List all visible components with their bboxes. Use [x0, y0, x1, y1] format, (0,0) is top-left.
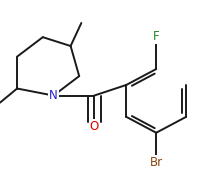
- Text: O: O: [89, 120, 99, 133]
- Text: Br: Br: [150, 156, 163, 169]
- Text: N: N: [49, 89, 58, 102]
- Text: F: F: [153, 30, 159, 43]
